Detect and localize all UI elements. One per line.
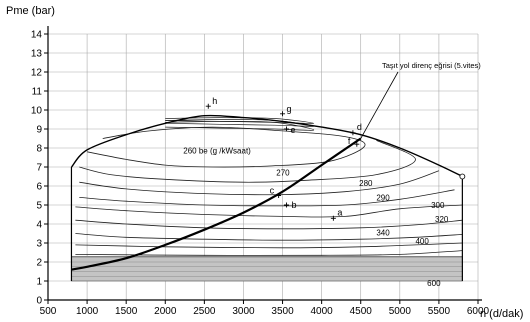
- contour-270: [79, 140, 416, 183]
- point-label-d: d: [357, 122, 362, 132]
- point-marker-g: [280, 111, 286, 117]
- point-label-h: h: [212, 96, 217, 106]
- x-tick-label: 1000: [76, 306, 99, 317]
- road-load-annotation: Taşıt yol direnç eğrisi (5.vites): [382, 61, 481, 70]
- contour-290: [79, 189, 455, 207]
- y-tick-label: 5: [36, 201, 42, 212]
- isoline-label-270: 270: [276, 169, 290, 178]
- y-tick-label: 3: [36, 239, 42, 250]
- point-marker-c: [276, 193, 282, 198]
- contour-320: [75, 219, 463, 230]
- point-label-g: g: [287, 104, 292, 114]
- point-marker-a: [330, 215, 336, 221]
- y-tick-label: 14: [31, 30, 43, 41]
- x-tick-label: 3500: [271, 306, 294, 317]
- point-label-a: a: [337, 207, 342, 217]
- x-tick-label: 2500: [193, 306, 216, 317]
- y-tick-label: 10: [31, 106, 43, 117]
- isoline-label-260: 260 be (g /kWsaat): [183, 147, 251, 156]
- x-tick-label: 3000: [232, 306, 255, 317]
- isoline-label-340: 340: [376, 228, 390, 237]
- y-tick-label: 6: [36, 182, 42, 193]
- contour-260: [87, 126, 366, 168]
- bsfc-contour-lines: [75, 117, 463, 256]
- x-tick-label: 4000: [311, 306, 334, 317]
- x-tick-label: 5500: [428, 306, 451, 317]
- annotation-leader: [360, 71, 399, 139]
- end-marker: [459, 173, 466, 180]
- x-tick-label: 500: [40, 306, 57, 317]
- x-axis-title: n (d/dak): [480, 308, 523, 320]
- point-label-f: f: [348, 136, 351, 146]
- isoline-label-320: 320: [435, 215, 449, 224]
- y-axis-title: Pme (bar): [6, 5, 55, 17]
- isoline-label-600: 600: [427, 279, 441, 288]
- contour-280: [79, 170, 440, 196]
- x-tick-label: 6000: [467, 306, 490, 317]
- point-label-e: e: [290, 125, 295, 135]
- y-tick-label: 9: [36, 125, 42, 136]
- shaded-band: [71, 255, 463, 282]
- x-tick-label: 4500: [350, 306, 373, 317]
- x-tick-label: 5000: [389, 306, 412, 317]
- y-tick-label: 8: [36, 144, 42, 155]
- full-load-curve: [70, 114, 463, 178]
- road-load-curve: [71, 137, 362, 271]
- y-tick-label: 0: [36, 296, 42, 307]
- y-tick-label: 4: [36, 220, 42, 231]
- point-marker-f: [354, 141, 360, 147]
- isoline-label-280: 280: [359, 179, 373, 188]
- isoline-label-290: 290: [376, 193, 390, 202]
- axes: [44, 26, 482, 304]
- point-marker-d: [350, 130, 356, 136]
- point-marker-h: [205, 103, 211, 109]
- y-tick-label: 1: [36, 277, 42, 288]
- y-tick-label: 11: [32, 87, 43, 98]
- isoline-label-400: 400: [415, 237, 429, 246]
- y-tick-label: 2: [36, 258, 42, 269]
- contour-340: [75, 233, 463, 241]
- point-marker-b: [283, 202, 289, 208]
- point-marker-e: [283, 126, 289, 132]
- contour-300: [75, 204, 463, 218]
- y-tick-label: 7: [36, 163, 42, 174]
- contour-400: [75, 242, 463, 249]
- x-tick-label: 1500: [115, 306, 138, 317]
- isoline-label-300: 300: [431, 201, 445, 210]
- y-tick-label: 13: [31, 49, 43, 60]
- point-label-b: b: [291, 200, 296, 210]
- point-label-c: c: [270, 186, 275, 196]
- x-tick-label: 2000: [154, 306, 177, 317]
- contour-inner: [165, 117, 315, 124]
- shaded-band-rect: [71, 255, 463, 282]
- contour-600: [75, 250, 463, 256]
- curves: [70, 71, 466, 281]
- y-tick-label: 12: [31, 68, 43, 79]
